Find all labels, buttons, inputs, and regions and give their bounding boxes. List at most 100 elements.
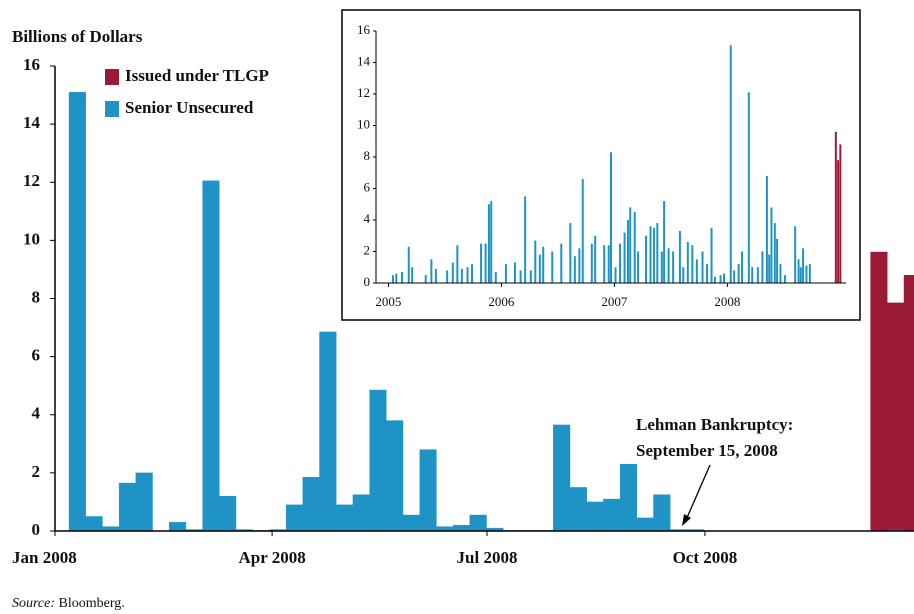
inset-bar (722, 273, 725, 283)
inset-bar (590, 243, 593, 283)
bar (202, 180, 220, 532)
y-tick-label: 2 (32, 462, 41, 481)
inset-bar (637, 251, 640, 283)
inset-x-tick-label: 2006 (488, 294, 515, 309)
bar (352, 494, 370, 532)
inset-bar (729, 45, 732, 283)
y-tick-label: 6 (32, 346, 41, 365)
inset-bar (607, 245, 610, 283)
inset-bar (466, 267, 469, 283)
bar (135, 472, 153, 532)
inset-bar (430, 259, 433, 283)
bar (285, 504, 304, 532)
inset-bar (645, 235, 648, 283)
inset-bar (494, 271, 497, 283)
y-axis-label: Billions of Dollars (12, 27, 143, 46)
inset-bar (770, 207, 773, 283)
bar (870, 251, 888, 532)
bar (469, 514, 487, 532)
bar (402, 514, 420, 532)
inset-bar (768, 254, 771, 283)
inset-bar (761, 251, 764, 283)
inset-bar (678, 231, 681, 283)
inset-y-tick-label: 8 (364, 148, 371, 163)
inset-bar (776, 238, 779, 283)
inset-bar (538, 254, 541, 283)
bar (319, 331, 337, 532)
bar (553, 424, 571, 532)
inset-bar (484, 243, 487, 283)
y-tick-label: 4 (32, 404, 41, 423)
bar (68, 91, 86, 532)
inset-bar (513, 262, 516, 283)
inset-bar (751, 267, 754, 283)
bar (636, 517, 654, 532)
y-tick-label: 10 (23, 229, 40, 248)
source-label: Source: (12, 596, 55, 611)
inset-y-tick-label: 14 (357, 53, 371, 68)
y-tick-label: 0 (32, 520, 41, 539)
y-tick-label: 16 (23, 55, 40, 74)
arrow-head (682, 514, 691, 526)
inset-y-tick-label: 4 (364, 211, 371, 226)
inset-y-tick-label: 12 (357, 85, 370, 100)
annotation: September 15, 2008 (636, 441, 778, 460)
bar (302, 477, 320, 532)
inset-bar (623, 232, 626, 283)
inset-bar (799, 267, 802, 283)
source-text: Bloomberg. (59, 596, 125, 611)
inset-bar (551, 251, 554, 283)
inset-bar (603, 245, 606, 283)
inset-bar (834, 131, 837, 283)
inset-x-tick-label: 2008 (714, 294, 740, 309)
inset-bar (560, 243, 563, 283)
legend-label: Issued under TLGP (125, 66, 269, 85)
inset-bar (741, 251, 744, 283)
y-tick-label: 14 (23, 113, 41, 132)
inset-bar (733, 270, 736, 283)
bar (586, 501, 604, 532)
bar (452, 524, 471, 532)
inset-bar (542, 246, 545, 283)
inset-bar (411, 267, 414, 283)
legend-swatch (105, 101, 119, 117)
inset-bar (524, 196, 527, 283)
inset-bar (783, 275, 786, 283)
inset-bar (805, 265, 808, 283)
inset-y-tick-label: 0 (364, 274, 371, 289)
inset-bar (797, 259, 800, 283)
inset-bar (747, 92, 750, 283)
inset-bar (569, 223, 572, 283)
inset-bar (710, 227, 713, 283)
inset-bar (578, 248, 581, 283)
inset-y-tick-label: 16 (357, 22, 371, 37)
bar (169, 522, 187, 532)
source: Source: Bloomberg. (12, 596, 125, 611)
inset-bar (695, 259, 698, 283)
inset-bar (480, 243, 483, 283)
inset-bar (614, 267, 617, 283)
annotation-arrow (685, 464, 711, 521)
y-tick-label: 8 (32, 287, 41, 306)
x-tick-label: Apr 2008 (238, 548, 305, 567)
legend-label: Senior Unsecured (125, 98, 254, 117)
bar (569, 487, 587, 532)
inset-bar (737, 264, 740, 283)
inset-bar (534, 240, 537, 283)
inset-bar (446, 270, 449, 283)
inset-bar (471, 264, 474, 283)
inset-bar (691, 245, 694, 283)
inset-bar (434, 268, 437, 283)
inset-y-tick-label: 10 (357, 116, 370, 131)
inset-bar (460, 268, 463, 283)
bar (336, 504, 354, 532)
legend-swatch (105, 69, 119, 85)
inset-bar (594, 235, 597, 283)
bar (85, 516, 103, 532)
inset-bar (773, 223, 776, 283)
bar (118, 482, 137, 532)
bar (219, 495, 237, 532)
inset-bar (802, 248, 805, 283)
annotation: Lehman Bankruptcy: (636, 415, 793, 434)
